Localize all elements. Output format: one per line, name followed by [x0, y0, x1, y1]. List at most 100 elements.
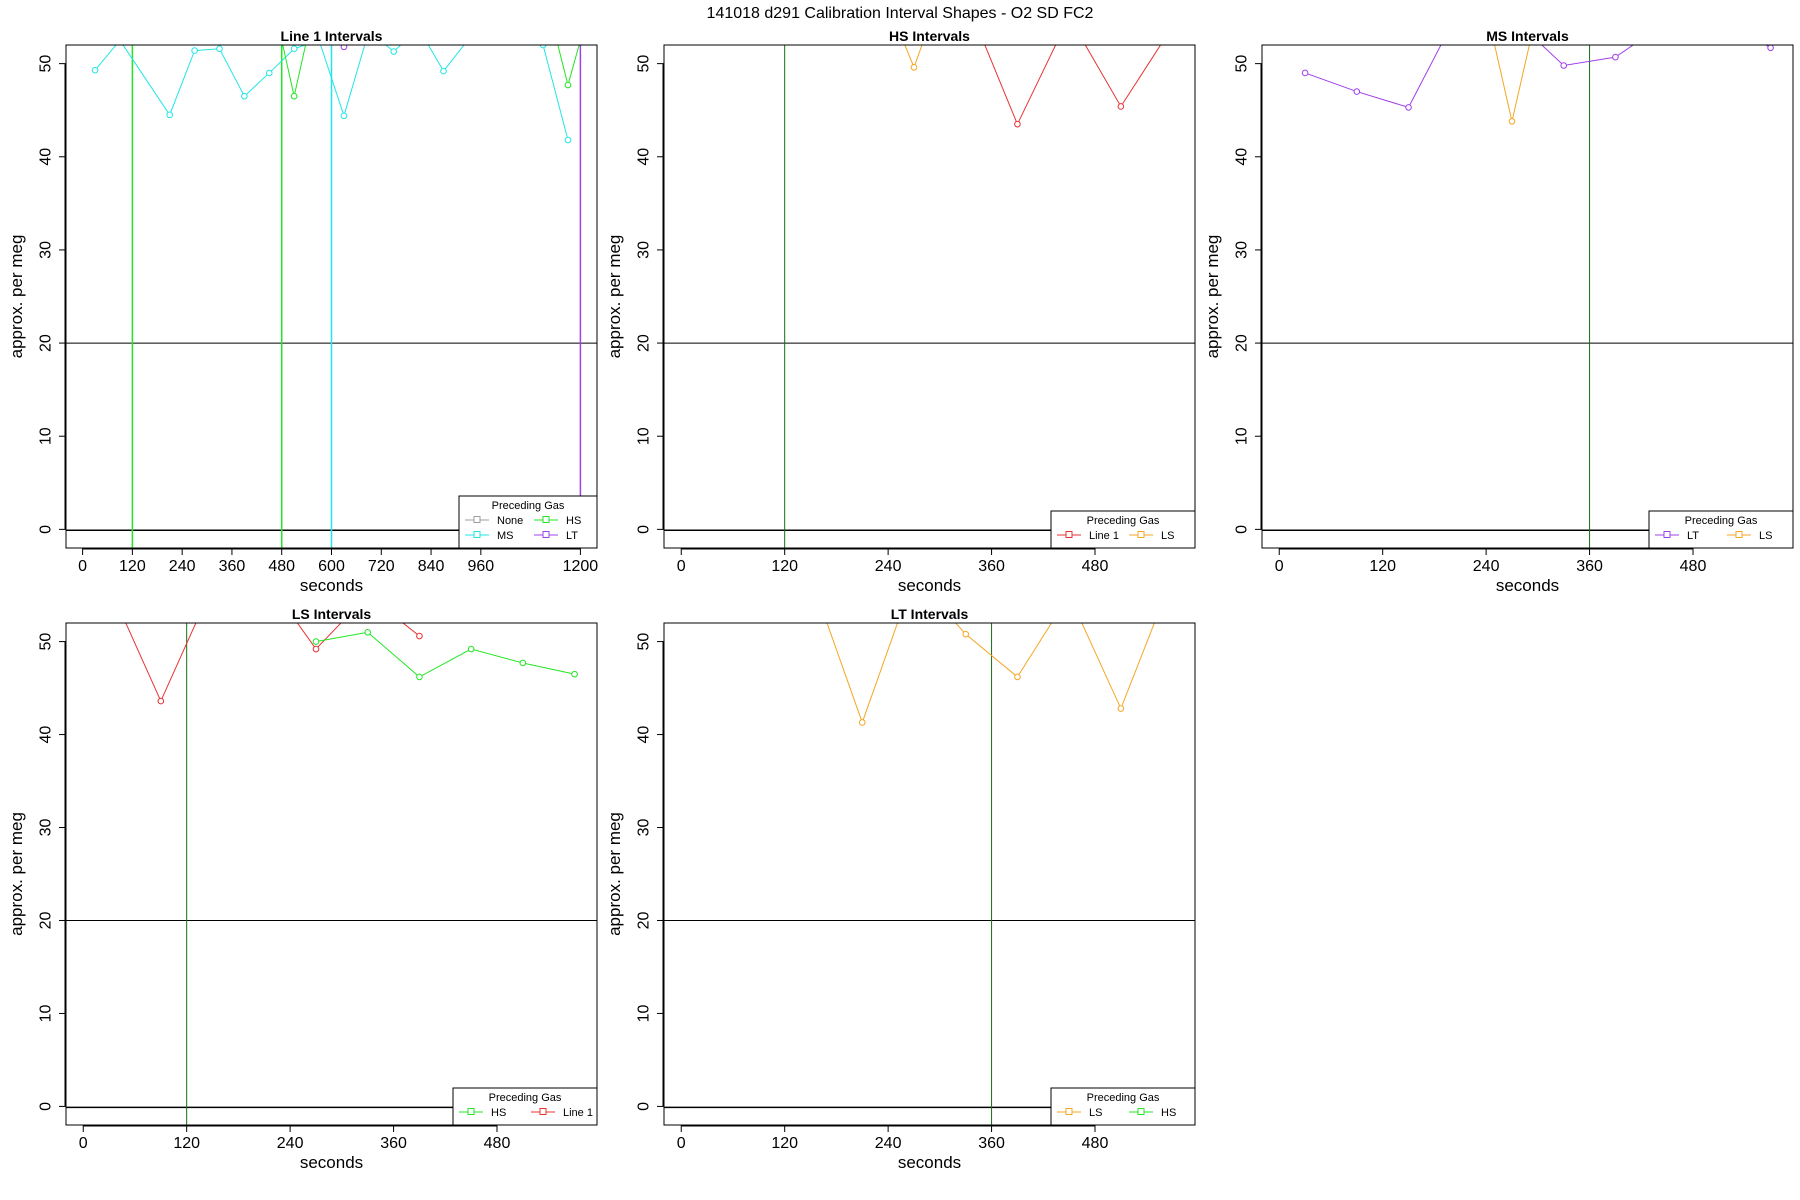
plot-area: [664, 592, 1195, 1125]
y-tick-label: 50: [38, 633, 55, 651]
y-tick-label: 20: [38, 334, 55, 352]
data-point: [416, 632, 423, 640]
series-hs: [282, 33, 584, 100]
panel-lt-intervals: LT Intervals 0 120 240 360 480 seconds 0 10 20 30 4…: [605, 592, 1196, 1172]
x-tick-label: 480: [1082, 1135, 1109, 1152]
legend-label: MS: [497, 530, 514, 542]
legend-box: [1050, 1087, 1196, 1126]
series-line-lt: [1304, 45, 1771, 109]
data-point: [312, 638, 320, 645]
legend-marker: [542, 516, 550, 523]
legend-marker: [467, 1108, 475, 1115]
plot-frame: [65, 622, 598, 1126]
y-tick-label: 10: [38, 427, 55, 445]
legend-title: Preceding Gas: [1087, 1092, 1160, 1104]
data-point: [553, 33, 559, 39]
panel-title: LS Intervals: [292, 606, 372, 622]
legend-label: HS: [1161, 1107, 1176, 1119]
legend-marker: [473, 516, 481, 523]
y-tick-label: 50: [38, 55, 55, 73]
data-point: [261, 574, 267, 580]
y-tick-label: 20: [636, 334, 653, 352]
y-tick-label: 10: [636, 427, 653, 445]
plot-area: [66, 574, 597, 1125]
x-axis-label: seconds: [300, 1153, 363, 1172]
data-point: [340, 112, 348, 120]
panel-hs-intervals: HS Intervals 0 120 240 360 480 seconds 0 10 20 30 4…: [605, 24, 1196, 595]
legend: Preceding Gas Line 1 LS: [1050, 510, 1196, 549]
x-tick-label: 240: [875, 558, 902, 575]
x-tick-label: 0: [677, 1135, 686, 1152]
legend-label: HS: [491, 1107, 506, 1119]
y-axis: 0 10 20 30 40 50: [38, 633, 66, 1111]
x-tick-label: 240: [169, 558, 196, 575]
x-tick-label: 240: [1473, 558, 1500, 575]
x-tick-label: 120: [1369, 558, 1396, 575]
x-axis: 0 120 240 360 480: [79, 1125, 510, 1152]
x-tick-label: 120: [771, 1135, 798, 1152]
data-point: [1560, 62, 1568, 69]
legend-entry-ls: LS: [1727, 530, 1772, 542]
y-axis: 0 10 20 30 40 50: [38, 55, 66, 534]
legend-marker: [1137, 531, 1145, 538]
data-point: [1405, 104, 1412, 111]
x-tick-label: 480: [1680, 558, 1707, 575]
y-axis-label: approx. per meg: [7, 812, 26, 936]
x-axis: 0 120 240 360 480: [1275, 548, 1707, 575]
x-axis-label: seconds: [898, 576, 961, 595]
y-tick-label: 20: [1234, 334, 1251, 352]
data-point: [519, 659, 527, 667]
data-point: [571, 670, 578, 678]
data-point: [440, 67, 447, 75]
y-tick-label: 30: [38, 241, 55, 259]
data-point: [1066, 592, 1072, 598]
legend-title: Preceding Gas: [489, 1092, 562, 1104]
legend-label: LT: [566, 530, 578, 542]
y-axis: 0 10 20 30 40 50: [1234, 55, 1262, 534]
series-lt: [1301, 5, 1774, 111]
plot-frame: [663, 622, 1196, 1126]
legend-box: [1648, 510, 1794, 549]
legend: Preceding Gas LS HS: [1050, 1087, 1196, 1126]
x-tick-label: 720: [368, 558, 395, 575]
x-tick-label: 480: [1082, 558, 1109, 575]
data-point: [290, 92, 298, 100]
data-point: [117, 38, 123, 44]
data-point: [416, 673, 423, 681]
legend-label: None: [497, 515, 523, 527]
data-point: [364, 628, 372, 636]
data-point: [216, 45, 223, 53]
legend-entry-hs: HS: [534, 515, 581, 527]
y-axis-label: approx. per meg: [1203, 235, 1222, 359]
legend-label: LS: [1089, 1107, 1102, 1119]
x-tick-label: 240: [277, 1135, 304, 1152]
data-point: [1716, 14, 1722, 20]
plot-frame: [663, 44, 1196, 549]
y-tick-label: 10: [1234, 427, 1251, 445]
legend-title: Preceding Gas: [492, 500, 565, 512]
x-tick-label: 240: [875, 1135, 902, 1152]
data-point: [1170, 24, 1176, 30]
legend-marker: [1735, 531, 1743, 538]
legend-marker: [1065, 531, 1073, 538]
data-point: [166, 111, 174, 119]
data-point: [1014, 673, 1021, 681]
series-line-line-1: [984, 45, 1162, 126]
legend-marker: [473, 531, 481, 538]
data-point: [578, 38, 584, 44]
legend-box: [1050, 510, 1196, 549]
plot-area: [66, 25, 597, 548]
y-tick-label: 40: [1234, 148, 1251, 166]
data-point: [466, 37, 472, 43]
figure-title: 141018 d291 Calibration Interval Shapes …: [707, 5, 1094, 22]
y-tick-label: 20: [38, 911, 55, 929]
data-point: [1117, 705, 1125, 712]
legend-entry-ms: MS: [465, 530, 514, 542]
legend-box: [458, 495, 598, 549]
legend-entry-ls: LS: [1129, 530, 1174, 542]
data-point: [1457, 5, 1463, 11]
y-axis-label: approx. per meg: [7, 235, 26, 359]
y-tick-label: 50: [636, 633, 653, 651]
data-point: [416, 25, 422, 31]
data-point: [91, 66, 99, 74]
